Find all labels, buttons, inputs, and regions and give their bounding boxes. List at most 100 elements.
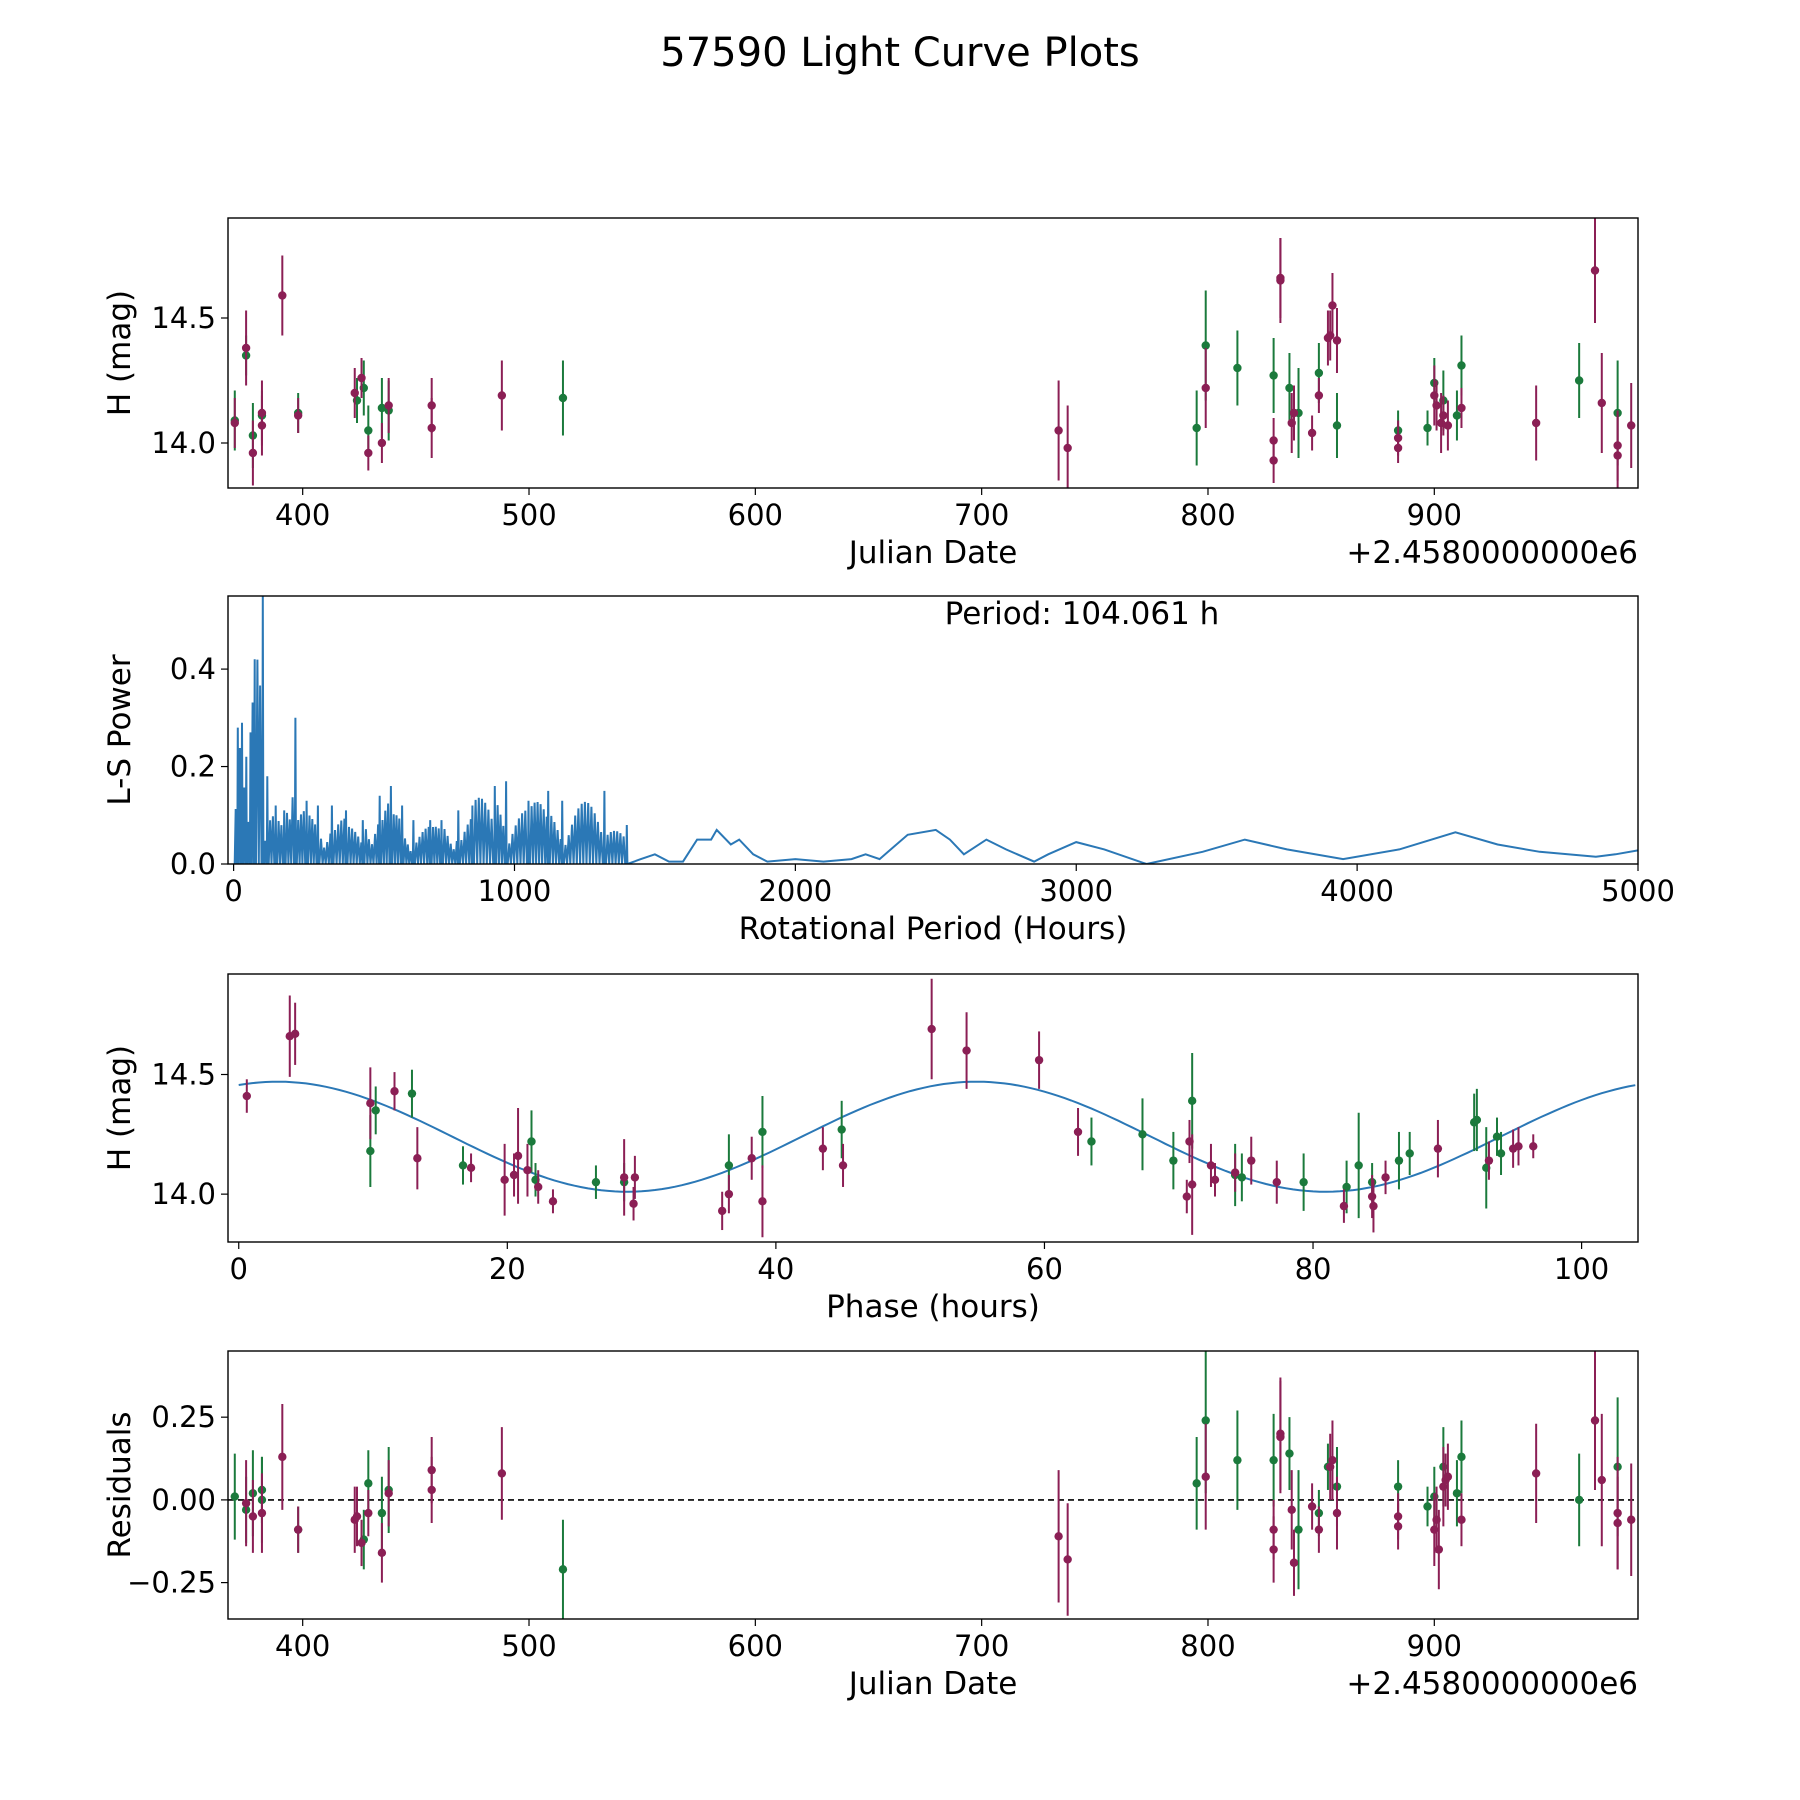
residuals-data-point [364,1508,373,1518]
phased-data-point [1187,1180,1197,1189]
residuals-data-point [1285,1449,1294,1458]
phased-data-point [818,1144,828,1153]
phased-data-point [1187,1096,1197,1106]
phased-data-point [1339,1201,1349,1211]
phased-data-point [1492,1132,1502,1141]
periodogram-xtick-label: 3000 [1039,874,1113,908]
phased-data-point [290,1029,300,1039]
phased-ytick-label: 14.0 [151,1177,216,1211]
phased-xtick-label: 60 [1026,1252,1063,1286]
residuals-data-point [1434,1545,1444,1554]
lightcurve-data-point [1439,411,1448,420]
lightcurve-xtick-label: 800 [1180,498,1235,532]
lightcurve-data-point [1201,383,1210,393]
residuals-data-point [1192,1479,1201,1488]
residuals-data-point [241,1498,251,1508]
phased-data-point [1394,1156,1404,1165]
phased-data-point [390,1087,399,1096]
lightcurve-data-point [1314,391,1324,400]
phased-data-point [371,1106,380,1115]
lightcurve-data-point [1289,408,1299,418]
phased-data-point [466,1163,476,1173]
lightcurve-ytick-label: 14.5 [151,301,216,335]
lightcurve-data-point [1276,273,1285,283]
lightcurve-data-point [1332,336,1342,345]
lightcurve-data-point [1269,436,1278,445]
periodogram-axes-frame [227,595,1639,865]
phased-data-point [1138,1130,1147,1139]
phased-ytick-label: 14.5 [151,1058,216,1092]
phased-data-point [534,1182,543,1192]
residuals-xtick-label: 500 [501,1629,556,1663]
residuals-data-point [1332,1508,1342,1518]
residuals-panel: 400 500 600 700 800 900 −0.25 0.00 0.25 Julian Da… [102,1350,1639,1702]
residuals-data-point [1531,1469,1541,1478]
phased-data-point [513,1151,523,1161]
phased-data-point [1206,1161,1216,1170]
periodogram-xlabel: Rotational Period (Hours) [739,911,1128,947]
phased-data-point [1272,1177,1281,1187]
periodogram-ytick-label: 0.0 [170,847,216,881]
residuals-data-point [248,1512,258,1521]
phased-data-point [1169,1156,1178,1165]
phased-xlabel: Phase (hours) [826,1289,1040,1325]
lightcurve-data-point [1613,441,1622,450]
residuals-data-point [357,1538,366,1548]
phased-data-point [837,1125,846,1134]
lightcurve-data-point [1332,421,1342,430]
lightcurve-data-point [357,373,366,383]
lightcurve-data-point [1063,443,1072,453]
phased-data-point [1369,1201,1378,1211]
phased-data-point [1299,1177,1308,1187]
residuals-xtick-label: 900 [1407,1629,1462,1663]
phased-data-point [1529,1142,1538,1151]
phased-data-point [1381,1173,1390,1182]
residuals-data-point [1201,1472,1210,1481]
lightcurve-data-point [384,401,393,410]
phased-data-point [838,1161,848,1170]
phased-data-point [1034,1055,1044,1065]
lightcurve-data-point [1597,398,1606,408]
phased-data-point [619,1173,629,1182]
residuals-ytick-label: 0.00 [151,1483,216,1517]
lightcurve-data-point [364,448,373,458]
phased-data-point [747,1154,756,1163]
periodogram-xtick-label: 5000 [1601,874,1675,908]
residuals-data-point [1457,1515,1466,1524]
phased-data-point [724,1189,734,1199]
phased-data-point [413,1154,422,1163]
residuals-axes-frame [227,1350,1639,1620]
phased-data-point [407,1089,417,1098]
phased-data-point [1496,1149,1506,1158]
phased-axes-frame [227,973,1639,1243]
phased-data-point [1514,1142,1523,1151]
lightcurve-data-point [1423,423,1432,433]
lightcurve-data-point [1627,421,1636,430]
residuals-data-point [352,1512,362,1521]
lightcurve-xlabel: Julian Date [847,535,1018,571]
residuals-data-point [427,1485,436,1495]
residuals-xlabel: Julian Date [847,1666,1018,1702]
lightcurve-data-point [241,343,251,353]
phased-data-point [548,1197,558,1206]
lightcurve-data-point [377,438,387,448]
phased-data-point [1087,1137,1096,1146]
residuals-data-point [1328,1455,1337,1465]
periodogram-ylabel: L-S Power [102,654,138,805]
phased-data-point [1354,1161,1363,1170]
lightcurve-data-point [248,448,258,458]
lightcurve-data-point [1314,368,1324,378]
lightcurve-data-point [497,391,507,400]
lightcurve-data-point [1307,428,1317,438]
phased-data-point [1405,1149,1414,1158]
phased-data-point [523,1166,532,1175]
lightcurve-data-layer [230,218,1636,488]
lightcurve-ylabel: H (mag) [102,290,138,416]
residuals-data-point [1307,1502,1317,1511]
periodogram-panel: 0 1000 2000 3000 4000 5000 0.0 0.2 0.4 Rotational… [102,595,1675,947]
phased-data-point [458,1161,468,1170]
lightcurve-data-point [1531,418,1541,428]
residuals-data-point [230,1492,239,1501]
